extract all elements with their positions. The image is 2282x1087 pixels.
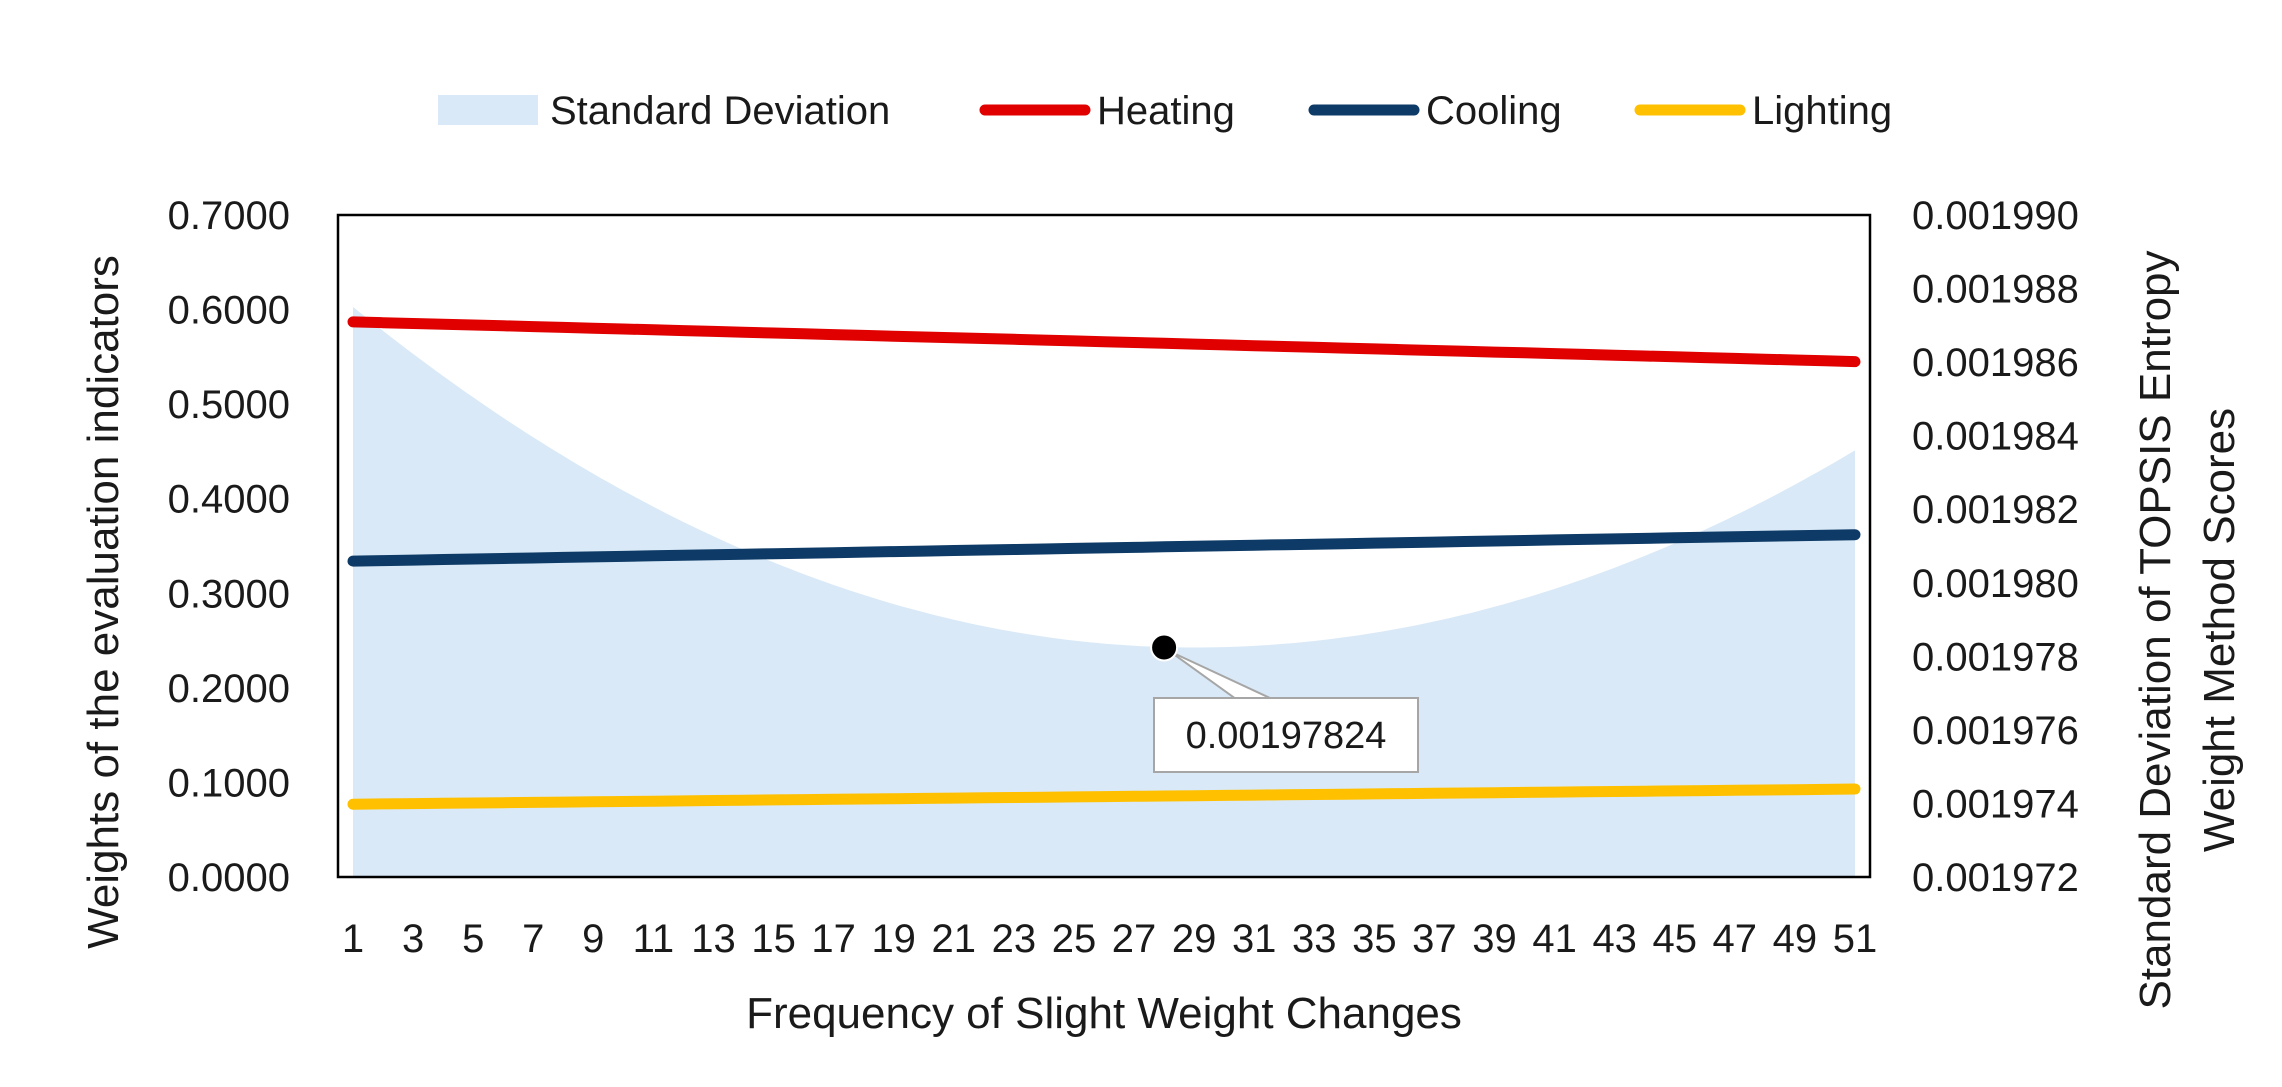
x-axis-title: Frequency of Slight Weight Changes [746,989,1462,1038]
min-point-marker [1150,633,1179,662]
x-tick-label: 27 [1112,917,1157,961]
y-axis-right-ticks: 0.001972 0.001974 0.001976 0.001978 0.001980… [1912,194,2079,900]
x-axis-ticks: 1 3 5 7 9 11 13 15 17 19 21 23 25 27 29 31 33 35 37 39 41 43 4… [342,917,1877,961]
series-line-heating [347,316,1861,368]
x-tick-label: 3 [402,917,424,961]
series-line-lighting [347,783,1861,810]
x-tick-label: 41 [1532,917,1577,961]
x-tick-label: 29 [1172,917,1217,961]
y-axis-left-title: Weights of the evaluation indicators [79,255,128,949]
legend-item-cooling[interactable]: Cooling [1308,89,1562,133]
y-left-tick-label: 0.6000 [168,289,290,333]
legend-label-lighting: Lighting [1752,89,1892,133]
legend-item-lighting[interactable]: Lighting [1634,89,1892,133]
y-left-tick-label: 0.2000 [168,667,290,711]
x-tick-label: 43 [1592,917,1637,961]
legend-item-standard-deviation[interactable]: Standard Deviation [438,89,890,133]
y-right-tick-label: 0.001982 [1912,488,2079,532]
y-left-tick-label: 0.4000 [168,478,290,522]
std-deviation-area [353,306,1855,877]
x-tick-label: 1 [342,917,364,961]
x-tick-label: 39 [1472,917,1517,961]
x-tick-label: 15 [751,917,796,961]
legend-label-heating: Heating [1097,89,1235,133]
y-left-tick-label: 0.1000 [168,761,290,805]
legend-label-cooling: Cooling [1426,89,1562,133]
x-tick-label: 17 [811,917,856,961]
y-left-tick-label: 0.5000 [168,383,290,427]
y-right-tick-label: 0.001990 [1912,194,2079,238]
y-right-tick-label: 0.001974 [1912,782,2079,826]
x-tick-label: 49 [1773,917,1818,961]
x-tick-label: 23 [992,917,1037,961]
legend-label-standard-deviation: Standard Deviation [550,89,890,133]
x-tick-label: 37 [1412,917,1457,961]
y-right-tick-label: 0.001988 [1912,268,2079,312]
x-tick-label: 25 [1052,917,1097,961]
x-tick-label: 21 [932,917,977,961]
callout-label: 0.00197824 [1186,715,1387,757]
x-tick-label: 51 [1833,917,1878,961]
y-right-tick-label: 0.001976 [1912,709,2079,753]
x-tick-label: 45 [1653,917,1698,961]
y-left-tick-label: 0.7000 [168,194,290,238]
legend: Standard Deviation Heating Cooling Light… [438,89,1892,133]
x-tick-label: 13 [691,917,736,961]
y-left-tick-label: 0.0000 [168,856,290,900]
y-axis-left-ticks: 0.0000 0.1000 0.2000 0.3000 0.4000 0.5000 0.60… [168,194,290,900]
y-right-tick-label: 0.001980 [1912,562,2079,606]
x-tick-label: 19 [871,917,916,961]
x-tick-label: 35 [1352,917,1397,961]
x-tick-label: 33 [1292,917,1337,961]
y-right-tick-label: 0.001986 [1912,341,2079,385]
x-tick-label: 7 [522,917,544,961]
y-right-tick-label: 0.001972 [1912,856,2079,900]
y-right-tick-label: 0.001984 [1912,415,2079,459]
x-tick-label: 31 [1232,917,1277,961]
y-axis-right-title-line-2: Weight Method Scores [2195,408,2244,852]
y-left-tick-label: 0.3000 [168,572,290,616]
x-tick-label: 5 [462,917,484,961]
x-tick-label: 9 [582,917,604,961]
series-line-cooling [347,529,1861,567]
legend-swatch-standard-deviation [438,95,538,125]
min-callout: 0.00197824 [1150,633,1419,773]
y-axis-right-title-line-1: Standard Deviation of TOPSIS Entropy [2131,250,2180,1009]
x-tick-label: 47 [1713,917,1758,961]
plot-area-border [336,213,1872,879]
callout-box [1153,697,1419,773]
legend-item-heating[interactable]: Heating [979,89,1235,133]
y-right-tick-label: 0.001978 [1912,635,2079,679]
x-tick-label: 11 [633,917,675,961]
